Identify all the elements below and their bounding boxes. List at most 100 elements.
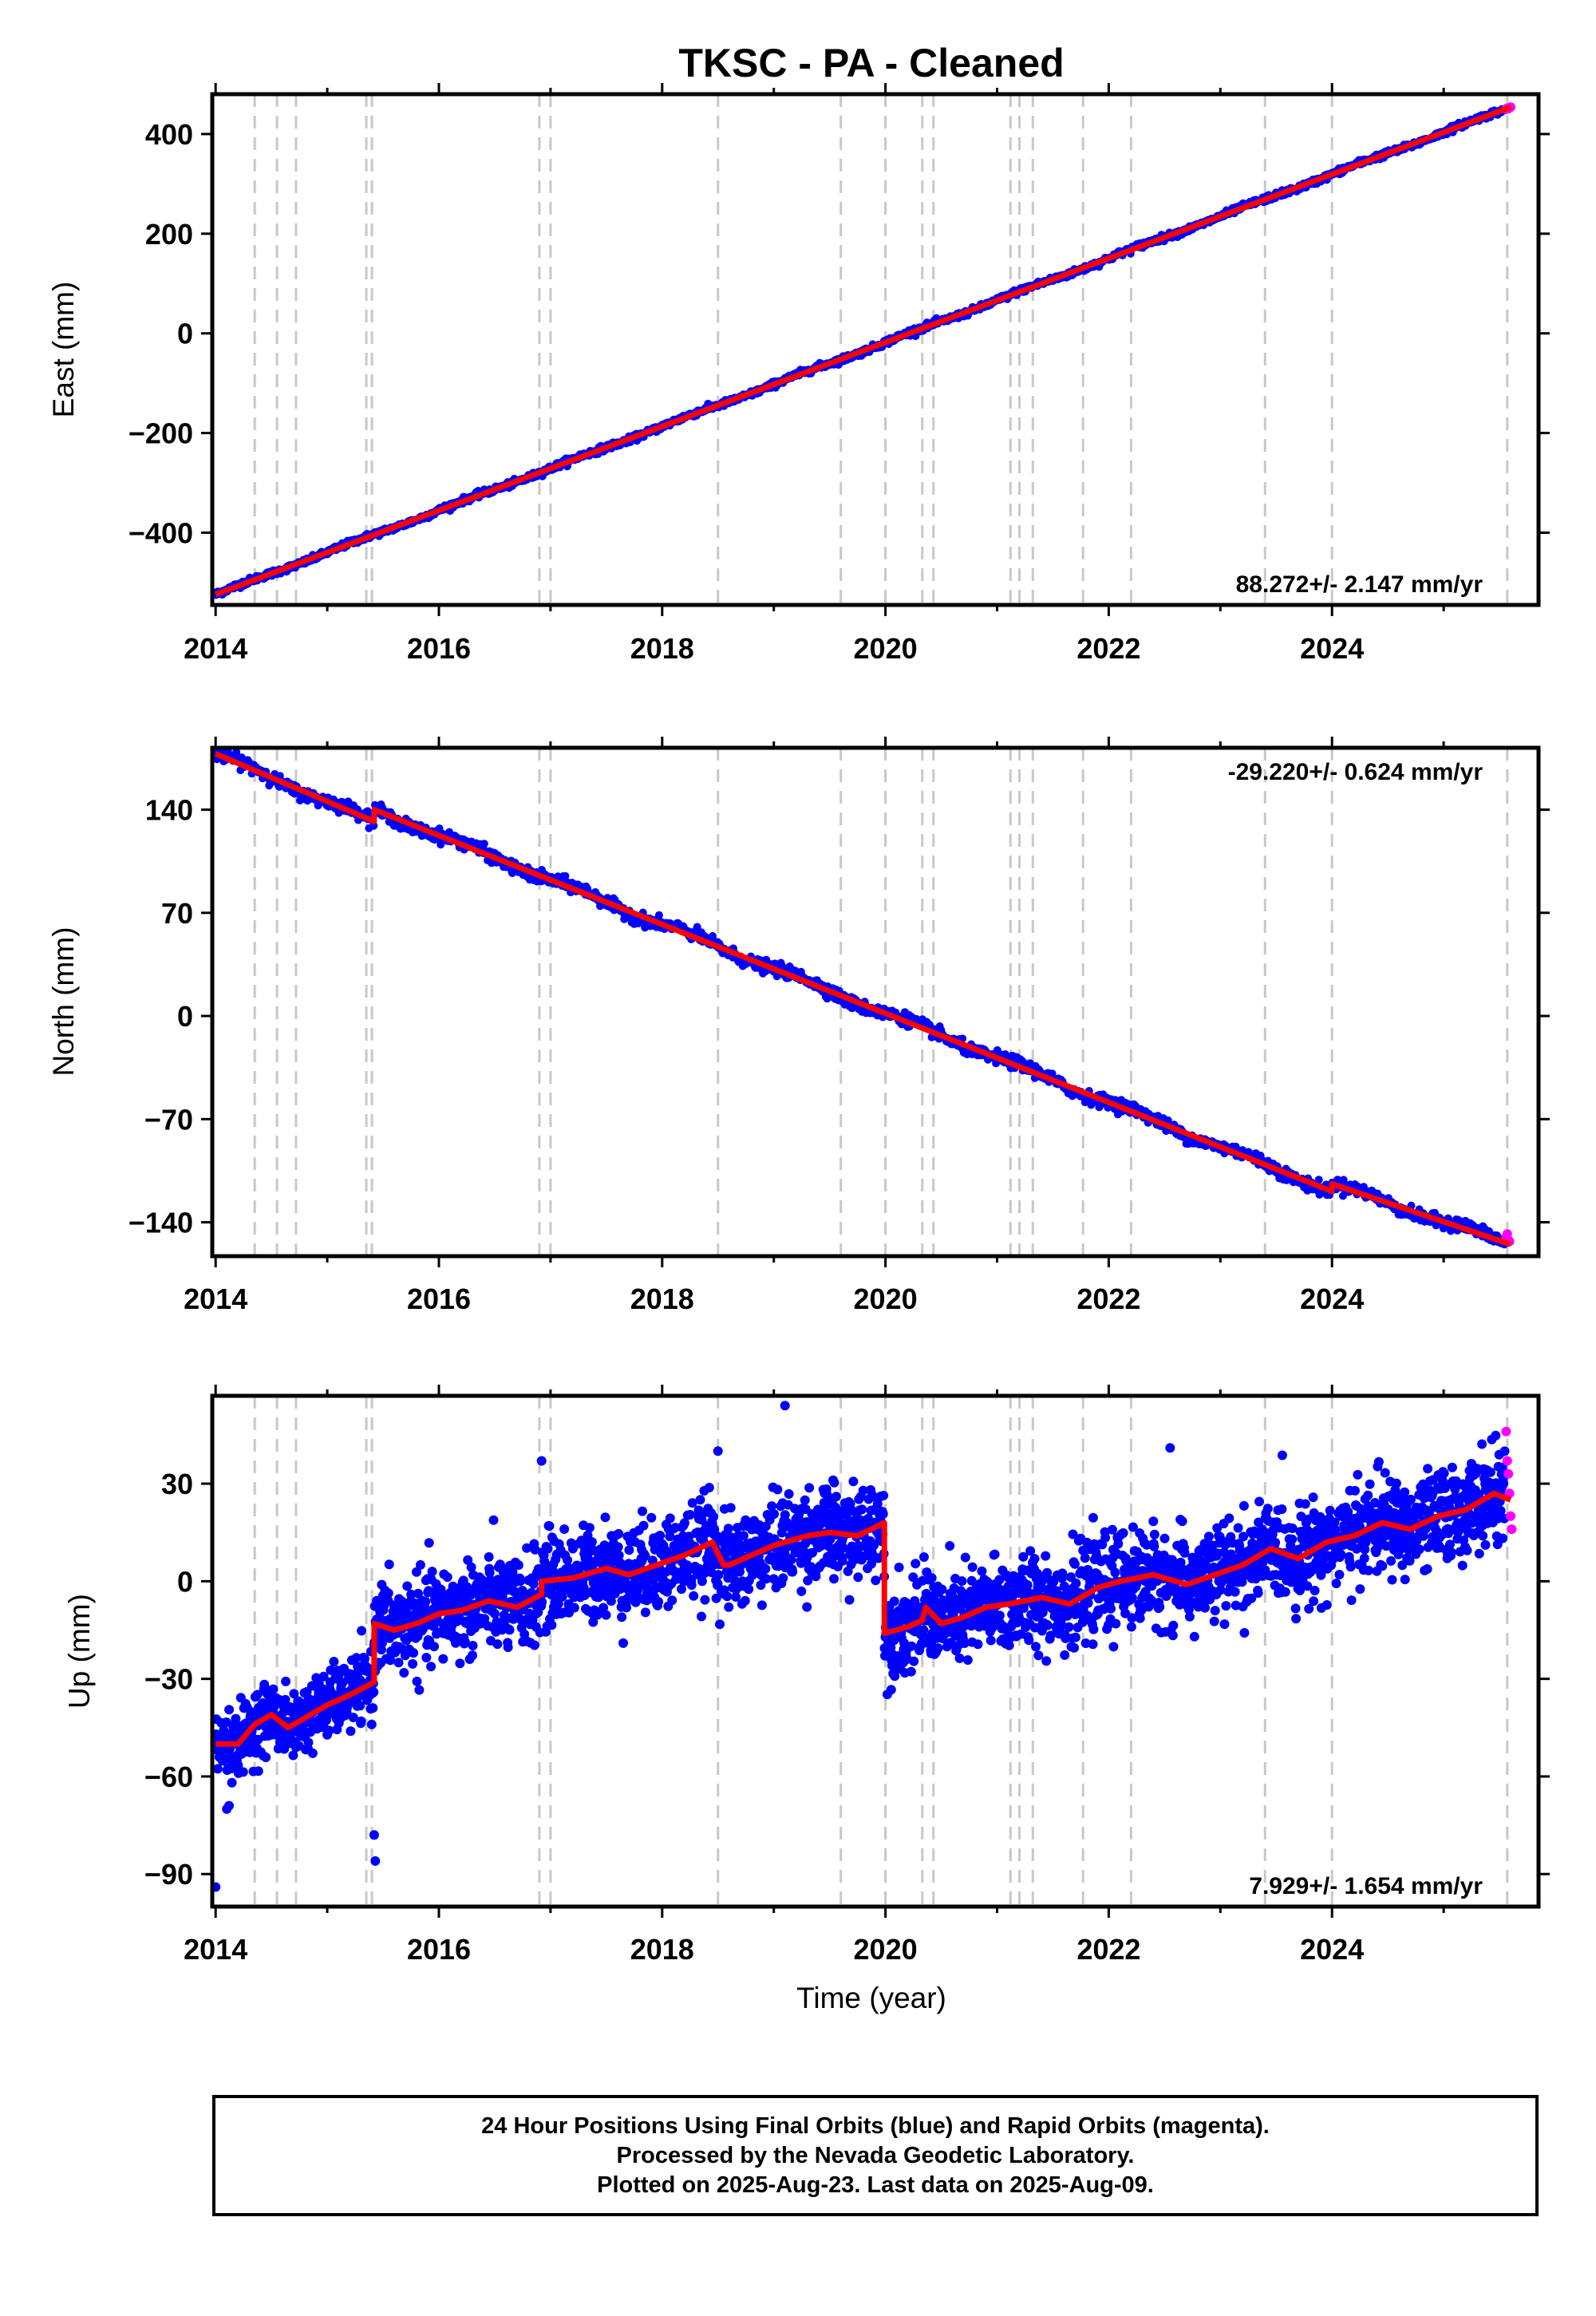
data-point bbox=[460, 1637, 470, 1647]
y-tick-label: 70 bbox=[161, 897, 193, 930]
data-point bbox=[484, 1567, 495, 1578]
data-point bbox=[528, 1579, 539, 1589]
data-point bbox=[427, 1567, 437, 1577]
data-point bbox=[415, 1559, 425, 1570]
data-point bbox=[484, 1551, 494, 1562]
model-line bbox=[214, 751, 1512, 1247]
data-point bbox=[421, 1653, 432, 1662]
model-line bbox=[214, 104, 1512, 598]
y-tick-label: −70 bbox=[144, 1103, 193, 1136]
data-point bbox=[307, 1748, 318, 1758]
data-point bbox=[529, 1640, 539, 1650]
data-point bbox=[544, 1521, 555, 1531]
data-point bbox=[709, 931, 717, 940]
x-tick-label: 2014 bbox=[184, 632, 247, 665]
y-tick-label: 0 bbox=[177, 318, 193, 350]
data-point bbox=[346, 1726, 356, 1737]
plot-frame bbox=[210, 92, 1541, 607]
data-point bbox=[504, 1625, 515, 1635]
data-point bbox=[614, 1528, 624, 1539]
data-point bbox=[553, 1599, 563, 1609]
x-tick-label: 2016 bbox=[407, 1282, 471, 1315]
data-point bbox=[489, 1608, 500, 1618]
y-tick-label: 0 bbox=[177, 1000, 193, 1033]
velocity-label: 88.272+/- 2.147 mm/yr bbox=[1236, 571, 1483, 598]
data-point bbox=[530, 1544, 540, 1555]
y-tick-label: −200 bbox=[128, 417, 193, 450]
data-point bbox=[281, 1676, 291, 1686]
data-point bbox=[495, 1559, 505, 1570]
data-point bbox=[383, 1588, 393, 1599]
data-point bbox=[588, 1617, 598, 1627]
data-point bbox=[515, 1576, 525, 1587]
y-tick-label: 400 bbox=[145, 118, 193, 151]
x-tick-label: 2016 bbox=[407, 632, 471, 665]
data-point bbox=[598, 1603, 609, 1613]
data-point bbox=[252, 1690, 263, 1700]
x-tick-label: 2024 bbox=[1300, 1282, 1364, 1315]
data-point bbox=[488, 1515, 499, 1525]
y-tick-label: 140 bbox=[145, 794, 193, 827]
data-point bbox=[547, 1620, 557, 1630]
plot-area bbox=[212, 1401, 1517, 1892]
data-point bbox=[217, 1756, 227, 1766]
data-point bbox=[587, 1537, 597, 1547]
data-point bbox=[600, 1512, 610, 1523]
x-tick-label: 2024 bbox=[1300, 632, 1364, 665]
velocity-label: -29.220+/- 0.624 mm/yr bbox=[1228, 759, 1483, 785]
data-point bbox=[519, 1629, 530, 1639]
plot-frame bbox=[210, 745, 1541, 1259]
data-point bbox=[318, 1671, 329, 1682]
data-point bbox=[408, 1658, 418, 1669]
data-point bbox=[414, 1685, 425, 1695]
data-point bbox=[268, 1684, 279, 1694]
data-point bbox=[402, 1581, 413, 1591]
data-point bbox=[455, 1658, 465, 1669]
x-tick-label: 2020 bbox=[854, 632, 918, 665]
data-point bbox=[480, 840, 488, 848]
data-point bbox=[412, 1676, 422, 1686]
data-point bbox=[409, 1648, 419, 1658]
data-point bbox=[288, 1750, 298, 1761]
data-point bbox=[261, 1753, 271, 1762]
data-point bbox=[369, 1687, 379, 1697]
y-tick-label: −140 bbox=[128, 1207, 193, 1239]
data-point bbox=[613, 1542, 623, 1552]
data-point bbox=[466, 1562, 476, 1572]
data-point bbox=[355, 1701, 365, 1711]
data-point bbox=[559, 1524, 570, 1534]
data-point bbox=[438, 1654, 448, 1664]
data-point bbox=[303, 1737, 314, 1748]
data-point bbox=[360, 1654, 369, 1664]
data-point bbox=[537, 1597, 547, 1607]
data-point bbox=[399, 1668, 409, 1678]
y-axis-label: East (mm) bbox=[47, 282, 80, 418]
data-point bbox=[654, 911, 663, 919]
y-tick-label: 200 bbox=[145, 218, 193, 251]
data-point bbox=[324, 1725, 334, 1736]
data-point bbox=[492, 1639, 503, 1650]
data-point bbox=[368, 1703, 378, 1713]
data-point bbox=[606, 1596, 616, 1607]
data-point bbox=[421, 1596, 431, 1607]
data-point bbox=[224, 1705, 235, 1715]
data-point bbox=[468, 1641, 478, 1650]
chart-title: TKSC - PA - Cleaned bbox=[678, 41, 1064, 85]
data-point bbox=[253, 1766, 263, 1777]
data-point bbox=[424, 1538, 434, 1548]
data-point bbox=[289, 1689, 299, 1699]
data-point bbox=[227, 1777, 237, 1788]
east-panel: 2014 2016 2018 2020 2022 20244002000−200−400E… bbox=[47, 83, 1550, 665]
plot-area bbox=[212, 102, 1515, 599]
data-point bbox=[429, 1642, 439, 1652]
data-point bbox=[442, 1572, 452, 1583]
x-tick-label: 2018 bbox=[630, 1282, 694, 1315]
data-point bbox=[557, 1591, 567, 1602]
plot-area bbox=[212, 748, 1515, 1249]
x-tick-label: 2020 bbox=[854, 1282, 918, 1315]
data-point bbox=[385, 1614, 395, 1624]
data-point bbox=[614, 1550, 624, 1560]
data-point bbox=[393, 1658, 404, 1668]
